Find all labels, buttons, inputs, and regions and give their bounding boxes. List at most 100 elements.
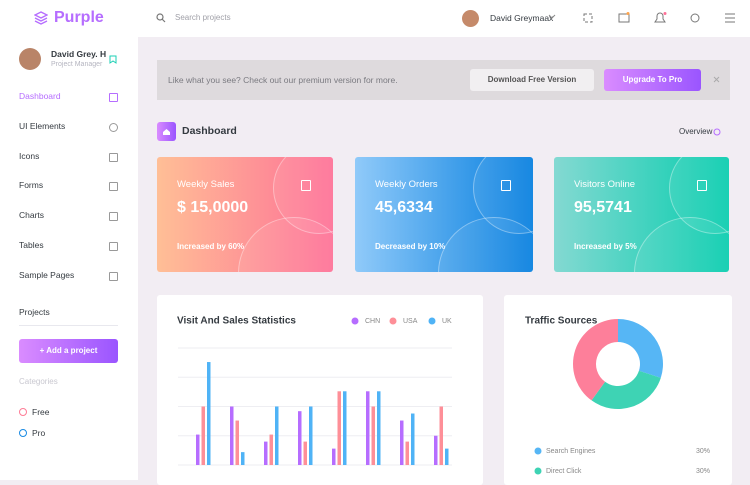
banner-text: Like what you see? Check out our premium… [168,75,398,85]
power-icon[interactable] [690,13,700,23]
categories-heading: Categories [19,377,58,386]
card-icon [697,180,707,191]
menu-item[interactable]: UI Elements [19,121,66,131]
card-title: Weekly Sales [177,179,235,190]
legend-marker [534,447,542,455]
donut-slice [618,319,663,378]
page-icon [157,122,176,141]
legend-value: 30% [696,448,710,455]
card-icon [301,180,311,191]
close-icon[interactable] [713,76,720,83]
legend-marker [389,317,397,325]
menu-icon[interactable] [725,13,735,23]
bar [275,406,279,465]
menu-icon [109,272,118,281]
stats-card [157,295,483,485]
menu-icon [109,153,118,162]
bar [196,434,200,465]
download-button[interactable]: Download Free Version [470,69,594,91]
menu-icon [109,212,118,221]
category-dot [19,429,27,437]
legend-marker [428,317,436,325]
info-icon [713,128,721,136]
bar [439,406,443,465]
bar [343,391,347,465]
bar [241,452,245,465]
card-value: 95,5741 [574,199,632,216]
bar [371,406,375,465]
overview-link[interactable]: Overview [679,127,713,136]
menu-item[interactable]: Forms [19,180,44,190]
bar [377,391,381,465]
donut-slice [591,370,661,409]
projects-heading: Projects [19,307,50,317]
menu-item[interactable]: Dashboard [19,91,61,101]
legend-label: USA [403,318,418,325]
card-note: Increased by 60% [177,242,245,251]
menu-item[interactable]: Tables [19,240,44,250]
search-icon [156,13,166,23]
bar [309,406,313,465]
menu-item[interactable]: Charts [19,210,45,220]
bell-icon[interactable] [654,12,666,23]
bar [405,441,409,465]
bar [400,420,404,465]
decor [634,217,729,272]
card-value: $ 15,0000 [177,199,249,216]
stat-card [157,157,333,272]
legend-marker [351,317,359,325]
upgrade-button[interactable]: Upgrade To Pro [604,69,701,91]
stat-card [554,157,729,272]
bar [207,362,211,465]
user-name[interactable]: David Greymaax [490,13,554,23]
legend-marker [534,467,542,475]
profile-name: David Grey. H [51,49,107,59]
bookmark-icon [109,55,117,64]
menu-icon [109,93,118,102]
bar [411,413,415,465]
bar [303,441,307,465]
logo-icon [34,11,48,25]
legend-label: CHN [365,318,380,325]
legend-label: Search Engines [546,448,596,455]
top-bar [0,0,750,37]
decor [238,217,333,272]
bar [298,411,302,465]
sidebar [0,37,138,480]
bar [235,420,239,465]
card-title: Visitors Online [574,179,636,190]
card-note: Increased by 5% [574,242,637,251]
mail-icon[interactable] [618,13,630,23]
search-input[interactable]: Search projects [175,13,231,22]
bar [366,391,370,465]
bar [337,391,341,465]
bar [269,434,273,465]
bar-chart: Visit And Sales Statistics CHN USA UK [177,316,452,466]
category-item[interactable]: Free [32,407,50,417]
menu-item[interactable]: Icons [19,151,40,161]
menu-item[interactable]: Sample Pages [19,270,75,280]
category-item[interactable]: Pro [32,428,46,438]
donut-chart: Traffic Sources Search Engines 30% Direct … [525,316,710,475]
bar [264,441,268,465]
chart-title: Visit And Sales Statistics [177,316,296,327]
category-dot [19,408,27,416]
bar [445,448,449,465]
badge [663,12,667,15]
user-avatar[interactable] [462,10,479,27]
profile-avatar [19,48,41,70]
card-value: 45,6334 [375,199,433,216]
menu-icon [109,182,118,191]
divider [19,325,118,326]
add-project-button[interactable]: + Add a project [19,339,118,363]
bar [201,406,205,465]
menu-icon [109,242,118,251]
card-title: Weekly Orders [375,179,438,190]
chart-title: Traffic Sources [525,316,598,327]
menu-icon [109,123,118,132]
legend-value: 30% [696,468,710,475]
fullscreen-icon[interactable] [583,13,593,23]
brand[interactable]: Purple [54,9,104,26]
top-icons [583,12,735,23]
